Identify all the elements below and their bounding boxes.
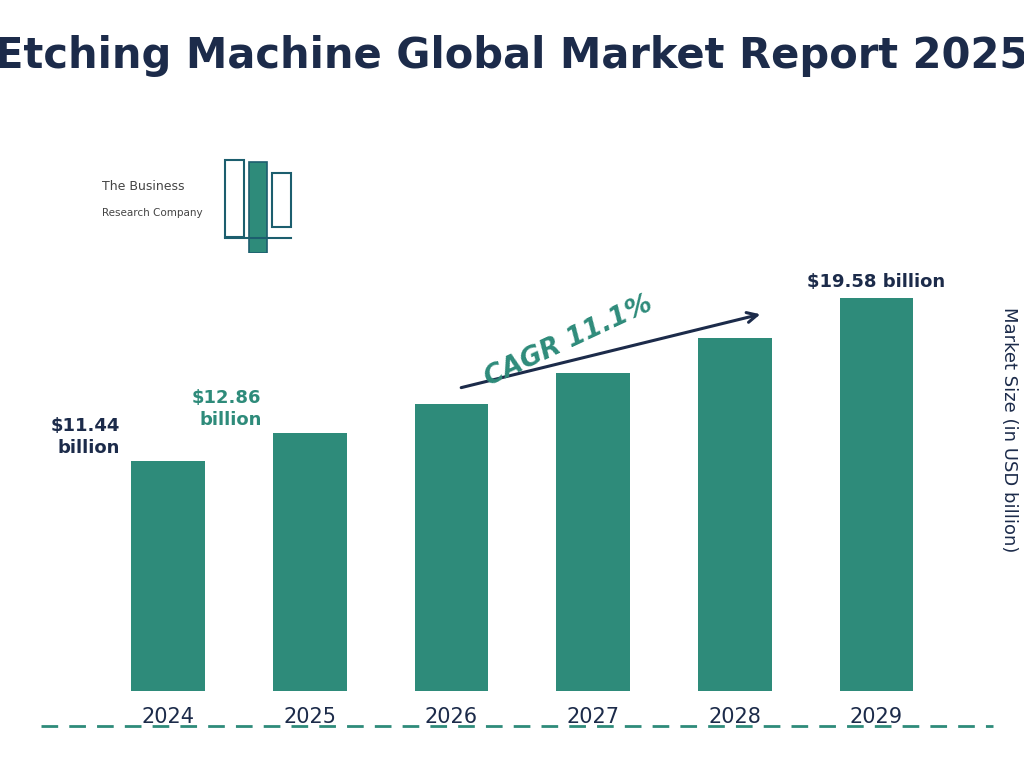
Bar [249,162,267,253]
Bar [556,372,630,691]
Bar [698,338,771,691]
Text: CAGR 11.1%: CAGR 11.1% [480,290,656,391]
Text: $19.58 billion: $19.58 billion [807,273,945,291]
Bar [840,298,913,691]
Bar [273,433,346,691]
Text: $12.86
billion: $12.86 billion [193,389,261,429]
Bar [249,162,267,253]
Bar [131,462,205,691]
Text: The Business: The Business [102,180,185,194]
Bar [415,405,488,691]
Bar [225,160,244,237]
Text: Etching Machine Global Market Report 2025: Etching Machine Global Market Report 202… [0,35,1024,77]
Bar [272,173,291,227]
Text: Market Size (in USD billion): Market Size (in USD billion) [999,307,1018,553]
Text: $11.44
billion: $11.44 billion [50,417,120,458]
Text: Research Company: Research Company [102,207,203,217]
